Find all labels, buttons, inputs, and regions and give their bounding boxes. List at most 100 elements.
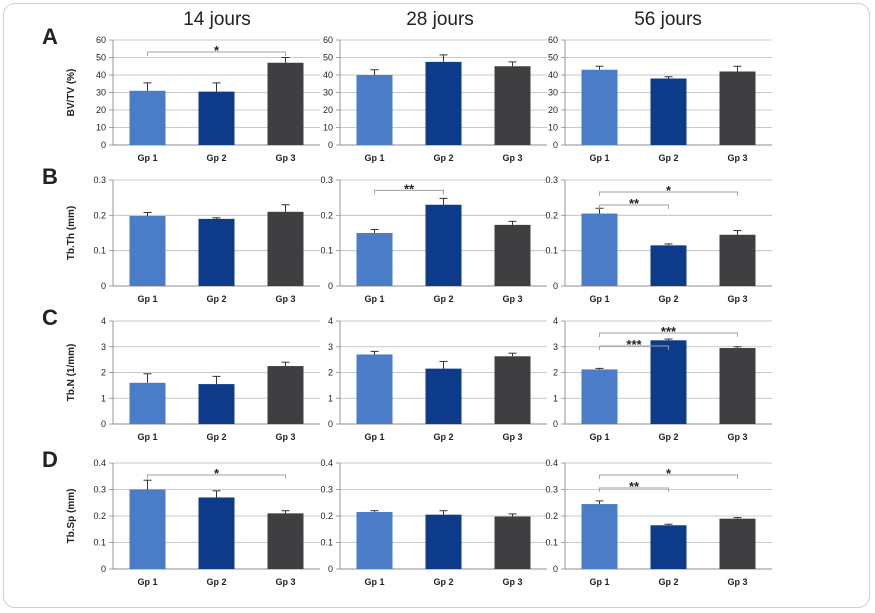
y-axis-label: BV/TV (%)	[66, 69, 77, 117]
bar	[425, 514, 462, 569]
x-tick-label: Gp 3	[502, 432, 522, 442]
significance-label: *	[214, 43, 220, 58]
x-tick-label: Gp 3	[275, 153, 295, 163]
x-tick-label: Gp 2	[658, 432, 678, 442]
y-tick-label: 30	[323, 88, 333, 98]
y-tick-label: 10	[548, 123, 558, 133]
significance-bracket	[147, 474, 286, 479]
x-tick-label: Gp 1	[364, 432, 384, 442]
x-tick-label: Gp 1	[137, 153, 157, 163]
x-tick-label: Gp 1	[589, 294, 609, 304]
y-tick-label: 0	[101, 564, 106, 574]
y-tick-label: 0	[553, 419, 558, 429]
y-tick-label: 20	[96, 105, 106, 115]
bar	[198, 497, 235, 569]
bar	[129, 216, 166, 286]
x-tick-label: Gp 3	[502, 294, 522, 304]
x-tick-label: Gp 1	[364, 153, 384, 163]
x-tick-label: Gp 2	[206, 432, 226, 442]
x-tick-label: Gp 2	[433, 294, 453, 304]
bar	[719, 348, 756, 424]
bar	[356, 75, 393, 145]
x-tick-label: Gp 1	[589, 577, 609, 587]
y-axis-label: Tb.Sp (mm)	[66, 489, 77, 544]
y-tick-label: 2	[553, 368, 558, 378]
y-tick-label: 10	[323, 123, 333, 133]
x-tick-label: Gp 1	[137, 432, 157, 442]
y-tick-label: 0.3	[93, 175, 106, 185]
bar	[425, 368, 462, 424]
y-tick-label: 50	[96, 53, 106, 63]
x-tick-label: Gp 3	[727, 294, 747, 304]
significance-bracket	[599, 487, 669, 492]
x-tick-label: Gp 2	[206, 577, 226, 587]
y-tick-label: 3	[553, 342, 558, 352]
significance-label: ***	[661, 324, 677, 339]
y-tick-label: 40	[548, 70, 558, 80]
x-tick-label: Gp 2	[433, 432, 453, 442]
y-tick-label: 0.1	[545, 246, 558, 256]
y-tick-label: 4	[101, 316, 106, 326]
bar	[719, 71, 756, 145]
significance-label: *	[214, 466, 220, 481]
bar	[719, 518, 756, 569]
bar	[650, 340, 687, 424]
y-tick-label: 0.1	[93, 538, 106, 548]
y-tick-label: 0.2	[320, 511, 333, 521]
y-axis-label: Tb.Th (mm)	[66, 206, 77, 260]
row-letter: C	[42, 305, 58, 330]
y-tick-label: 0.3	[320, 485, 333, 495]
bar	[719, 234, 756, 286]
significance-bracket	[599, 345, 669, 350]
y-tick-label: 0.3	[545, 485, 558, 495]
y-tick-label: 0	[101, 281, 106, 291]
y-tick-label: 0	[101, 419, 106, 429]
y-tick-label: 0	[553, 564, 558, 574]
row-letter: D	[42, 447, 58, 472]
bar	[494, 356, 531, 424]
bar	[267, 211, 304, 286]
x-tick-label: Gp 1	[364, 577, 384, 587]
y-tick-label: 0.2	[545, 210, 558, 220]
y-axis-label: Tb.N (1/mm)	[66, 344, 77, 402]
y-tick-label: 4	[553, 316, 558, 326]
x-tick-label: Gp 3	[727, 153, 747, 163]
significance-label: ***	[626, 337, 642, 352]
y-tick-label: 0.1	[320, 246, 333, 256]
bar	[267, 513, 304, 569]
y-tick-label: 0.4	[320, 458, 333, 468]
bar	[198, 384, 235, 424]
bar	[425, 204, 462, 286]
significance-label: *	[666, 466, 672, 481]
x-tick-label: Gp 3	[275, 577, 295, 587]
significance-bracket	[599, 204, 669, 209]
bar	[494, 224, 531, 286]
bar	[198, 91, 235, 145]
figure-frame	[3, 3, 870, 608]
x-tick-label: Gp 3	[275, 294, 295, 304]
bar	[650, 245, 687, 286]
row-letter: A	[42, 24, 58, 49]
x-tick-label: Gp 2	[433, 577, 453, 587]
y-tick-label: 0	[328, 564, 333, 574]
x-tick-label: Gp 2	[206, 294, 226, 304]
bar	[650, 78, 687, 145]
bar	[581, 504, 618, 569]
y-tick-label: 3	[101, 342, 106, 352]
bar	[356, 512, 393, 569]
significance-bracket	[599, 332, 738, 337]
y-tick-label: 30	[96, 88, 106, 98]
x-tick-label: Gp 3	[275, 432, 295, 442]
y-tick-label: 3	[328, 342, 333, 352]
significance-label: **	[629, 196, 640, 211]
y-tick-label: 0.1	[545, 538, 558, 548]
y-tick-label: 0.4	[93, 458, 106, 468]
x-tick-label: Gp 1	[137, 294, 157, 304]
significance-label: *	[666, 183, 672, 198]
y-tick-label: 20	[548, 105, 558, 115]
bar	[581, 369, 618, 424]
y-tick-label: 0.2	[93, 210, 106, 220]
y-tick-label: 0.3	[320, 175, 333, 185]
y-tick-label: 60	[323, 35, 333, 45]
